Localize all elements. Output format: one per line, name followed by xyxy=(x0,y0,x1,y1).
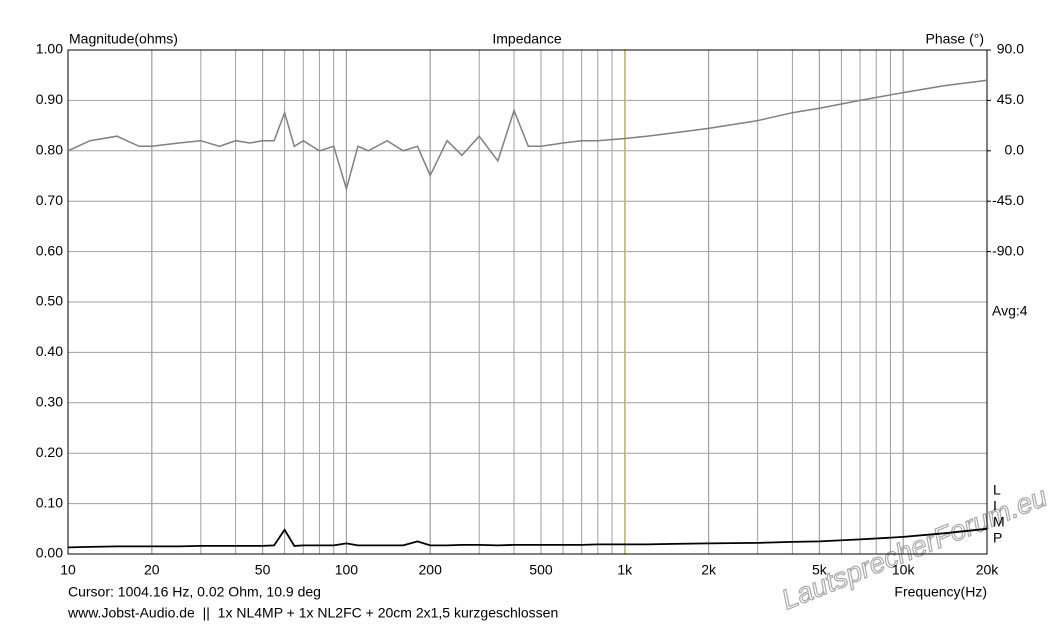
series-line xyxy=(67,79,988,192)
y-tick-label: 0.70 xyxy=(36,192,63,208)
x-tick-label: 200 xyxy=(419,562,443,578)
y-tick-label: 1.00 xyxy=(36,41,63,57)
x-tick-label: 500 xyxy=(529,562,553,578)
x-tick-label: 2k xyxy=(701,562,717,578)
series-line xyxy=(67,527,988,549)
y2-tick-label: -45.0 xyxy=(992,192,1024,208)
side-letter: M xyxy=(993,514,1005,530)
y2-tick-label: 0.0 xyxy=(1005,142,1025,158)
x-tick-label: 1k xyxy=(617,562,633,578)
plot-border xyxy=(67,49,988,555)
x-axis-label: Frequency(Hz) xyxy=(894,584,987,600)
y-tick-label: 0.20 xyxy=(36,444,63,460)
x-tick-label: 100 xyxy=(335,562,359,578)
y2-tick-label: 90.0 xyxy=(997,41,1024,57)
y-tick-label: 0.30 xyxy=(36,394,63,410)
x-tick-label: 20 xyxy=(144,562,160,578)
y-axis-label: Magnitude(ohms) xyxy=(69,31,178,47)
side-letter: P xyxy=(993,530,1002,546)
y2-axis-label: Phase (°) xyxy=(925,31,984,47)
cursor-readout: Cursor: 1004.16 Hz, 0.02 Ohm, 10.9 deg xyxy=(68,584,321,600)
footer: www.Jobst-Audio.de || 1x NL4MP + 1x NL2F… xyxy=(67,605,558,621)
y-tick-label: 0.90 xyxy=(36,91,63,107)
x-tick-label: 20k xyxy=(976,562,1000,578)
side-letter: I xyxy=(993,498,997,514)
side-letter: L xyxy=(993,482,1001,498)
y-tick-label: 0.00 xyxy=(36,545,63,561)
y-tick-label: 0.80 xyxy=(36,142,63,158)
x-tick-label: 10 xyxy=(60,562,76,578)
x-tick-label: 10k xyxy=(892,562,916,578)
avg-label: Avg:4 xyxy=(992,303,1028,319)
y2-tick-label: 45.0 xyxy=(997,91,1024,107)
y-tick-label: 0.60 xyxy=(36,242,63,258)
y-tick-label: 0.40 xyxy=(36,343,63,359)
chart-title: Impedance xyxy=(492,31,561,47)
x-tick-label: 50 xyxy=(255,562,271,578)
y2-tick-label: -90.0 xyxy=(992,242,1024,258)
y-tick-label: 0.10 xyxy=(36,494,63,510)
x-tick-label: 5k xyxy=(812,562,828,578)
y-tick-label: 0.50 xyxy=(36,293,63,309)
